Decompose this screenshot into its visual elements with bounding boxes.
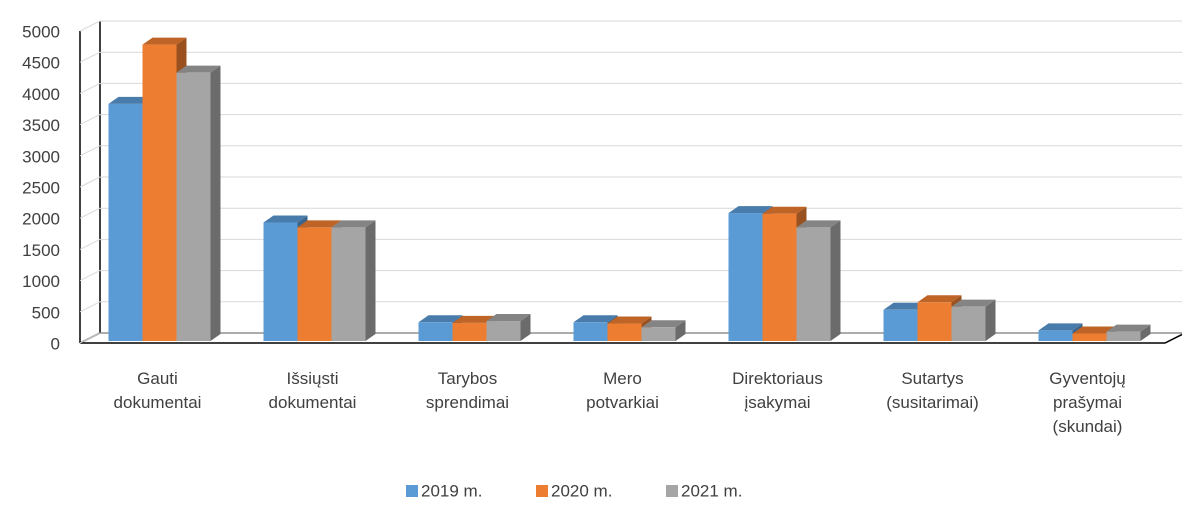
legend-label: 2019 m. [421,481,482,500]
y-tick-label: 5000 [22,22,60,41]
bar-top [142,37,187,45]
wall-grid-line [79,301,101,313]
legend-swatch [406,485,418,497]
bar-top [452,315,497,323]
bar-top [573,315,618,323]
bar-side [210,65,221,342]
bar-top [176,65,221,73]
bar-top [951,299,996,307]
bar [641,327,676,341]
bar [263,222,298,341]
wall-grid-line [79,238,101,250]
wall-grid-line [79,270,101,282]
y-tick-label: 0 [51,334,60,353]
wall-grid-line [79,145,101,157]
bar [762,213,797,341]
legend-swatch [666,485,678,497]
y-tick-label: 2500 [22,178,60,197]
y-tick-label: 4500 [22,54,60,73]
y-tick-label: 2000 [22,210,60,229]
bar-top [331,220,376,228]
bar-top [762,206,807,214]
bar-top [418,315,463,323]
y-tick-label: 3500 [22,116,60,135]
bar [883,309,918,341]
bar [486,321,521,341]
x-tick-label: Gauti dokumentai [114,369,202,412]
bar-side [830,220,841,341]
bar-top [917,295,962,303]
legend-label: 2020 m. [551,481,612,500]
wall-grid-line [79,176,101,188]
x-tick-label: Tarybos sprendimai [426,369,509,412]
bar [452,322,487,341]
wall-grid-line [79,332,101,344]
bar [728,213,763,341]
y-tick-label: 1500 [22,241,60,260]
y-tick-label: 1000 [22,272,60,291]
bar-top [1038,323,1083,331]
bar-side [675,320,686,341]
wall-grid-line [79,20,101,32]
x-tick-label: Mero potvarkiai [586,369,659,412]
bar [418,322,453,341]
bar-side [365,220,376,341]
bar-side [1140,324,1151,341]
wall-grid-line [79,114,101,126]
bar [796,227,831,341]
bar [1106,331,1141,341]
bar [1038,330,1073,341]
bar [1072,333,1107,341]
legend-label: 2021 m. [681,481,742,500]
bar-side [985,299,996,341]
bar-top [1072,326,1117,334]
bar-top [607,316,652,324]
bar-top [796,220,841,228]
bar [607,323,642,341]
bar-top [297,220,342,228]
bar [108,103,143,341]
x-tick-label: Išsiųsti dokumentai [269,369,357,412]
bar [331,227,366,341]
bar-top [641,320,686,328]
bar [142,44,177,341]
y-tick-label: 3000 [22,147,60,166]
bar-top [1106,324,1151,332]
bar [297,227,332,341]
bar-top [263,215,308,223]
legend-swatch [536,485,548,497]
bar [573,322,608,341]
bar-side [520,314,531,341]
y-tick-label: 4000 [22,85,60,104]
bar [176,72,211,342]
x-tick-label: Gyventojų prašymai (skundai) [1049,369,1126,436]
wall-grid-line [79,207,101,219]
x-tick-label: Sutartys (susitarimai) [886,369,979,412]
x-tick-label: Direktoriaus įsakymai [732,369,823,412]
bar [917,302,952,341]
bar-top [883,302,928,310]
wall-grid-line [79,51,101,63]
bar-top [108,96,153,104]
bar-top [728,206,773,214]
wall-grid-line [79,82,101,94]
y-tick-label: 500 [32,303,60,322]
bar-top [486,314,531,322]
bar [951,306,986,341]
